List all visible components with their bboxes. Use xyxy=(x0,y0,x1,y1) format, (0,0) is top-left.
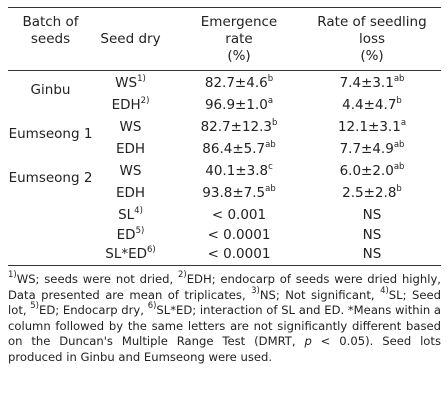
table-row-8-loss: NS xyxy=(362,246,382,262)
table-row-5-loss: 2.5±2.8b xyxy=(342,184,402,201)
table-row-2-loss: 12.1±3.1a xyxy=(337,118,407,135)
table-row-4-loss: 6.0±2.0ab xyxy=(339,162,405,179)
table-row-0-emergence: 82.7±4.6b xyxy=(204,74,274,91)
table-row-7-loss: NS xyxy=(362,227,382,243)
header-loss: Rate of seedling loss (%) xyxy=(303,14,441,65)
table-row-1-emergence: 96.9±1.0a xyxy=(204,96,274,113)
batch-ginbu: Ginbu xyxy=(30,82,71,98)
table-row-1-loss: 4.4±4.7b xyxy=(342,96,402,113)
table-row-3-emergence: 86.4±5.7ab xyxy=(202,140,276,157)
table-row-4-emergence: 40.1±3.8c xyxy=(205,162,273,179)
table-row-6-emergence: < 0.001 xyxy=(211,207,267,223)
table-row-7-dry: ED5) xyxy=(116,226,145,243)
header-emergence-unit: (%) xyxy=(227,48,251,64)
header-batch-line2: seeds xyxy=(30,31,71,47)
table-top-rule xyxy=(8,7,441,8)
header-batch: Batch of seeds xyxy=(8,14,93,48)
table-row-3-loss: 7.7±4.9ab xyxy=(339,140,405,157)
table-row-8-dry: SL*ED6) xyxy=(105,245,156,262)
table-row-1-dry: EDH2) xyxy=(111,96,150,113)
table-row-0-loss: 7.4±3.1ab xyxy=(339,74,405,91)
header-loss-line2: loss xyxy=(358,31,386,47)
table-row-6-dry: SL4) xyxy=(118,206,143,223)
header-emergence-line2: rate xyxy=(225,31,253,47)
table-row-7-emergence: < 0.0001 xyxy=(207,227,271,243)
header-seed-dry: Seed dry xyxy=(100,31,161,47)
table-row-2-emergence: 82.7±12.3b xyxy=(200,118,278,135)
table-row-5-emergence: 93.8±7.5ab xyxy=(202,184,276,201)
table-row-8-emergence: < 0.0001 xyxy=(207,246,271,262)
header-loss-line1: Rate of seedling xyxy=(317,14,427,30)
table-row-0-dry: WS1) xyxy=(115,74,146,91)
batch-eumseong-1: Eumseong 1 xyxy=(8,126,93,142)
header-emergence-line1: Emergence xyxy=(200,14,278,30)
table-row-2-dry: WS xyxy=(119,119,142,135)
table-footnote: 1)WS; seeds were not dried, 2)EDH; endoc… xyxy=(8,270,441,364)
header-loss-unit: (%) xyxy=(360,48,384,64)
table-row-3-dry: EDH xyxy=(115,141,146,157)
batch-eumseong-2: Eumseong 2 xyxy=(8,170,93,186)
table-bottom-rule xyxy=(8,265,441,266)
header-batch-line1: Batch of xyxy=(22,14,79,30)
table-row-5-dry: EDH xyxy=(115,185,146,201)
table-row-6-loss: NS xyxy=(362,207,382,223)
header-emergence: Emergence rate (%) xyxy=(180,14,298,65)
table-row-4-dry: WS xyxy=(119,163,142,179)
table-header-rule xyxy=(8,70,441,71)
